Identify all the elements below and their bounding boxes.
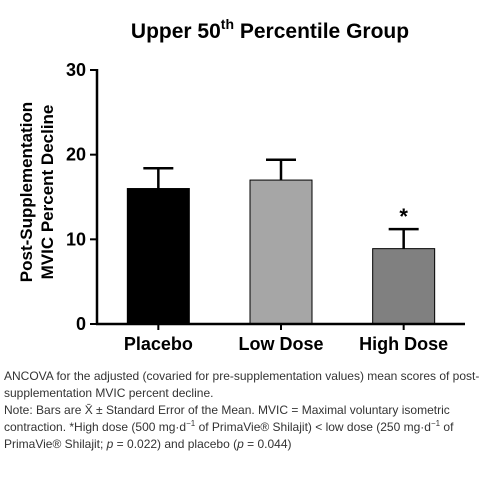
figure-caption: ANCOVA for the adjusted (covaried for pr… bbox=[4, 368, 488, 453]
x-tick-label-placebo: Placebo bbox=[124, 334, 193, 354]
caption-note-b: ± Standard Error of the Mean. MVIC = Max… bbox=[4, 403, 450, 434]
y-tick-label: 20 bbox=[66, 145, 86, 165]
caption-note: Note: Bars are X̄ ± Standard Error of th… bbox=[4, 402, 488, 453]
y-axis-label-line2: MVIC Percent Decline bbox=[38, 105, 57, 280]
y-axis-label-line1: Post-Supplementation bbox=[17, 102, 36, 282]
significance-marker: * bbox=[399, 204, 408, 229]
x-tick-label-high-dose: High Dose bbox=[359, 334, 448, 354]
bar-placebo bbox=[126, 188, 190, 325]
caption-exponent-1: −1 bbox=[186, 419, 196, 428]
bar-low-dose bbox=[249, 179, 313, 325]
caption-line1: ANCOVA for the adjusted (covaried for pr… bbox=[4, 369, 480, 400]
caption-p1-val: = 0.022) and placebo ( bbox=[113, 437, 238, 451]
caption-note-d: of PrimaVie® Shilajit; bbox=[4, 420, 454, 451]
bar-high-dose bbox=[372, 248, 436, 325]
caption-p2-var: p bbox=[237, 437, 244, 451]
y-tick-label: 0 bbox=[76, 314, 86, 334]
caption-p1-var: p bbox=[106, 437, 114, 451]
caption-note-c: of PrimaVie® Shilajit) < low dose (250 m… bbox=[195, 420, 431, 434]
bar-chart: Upper 50th Percentile Group Post-Supplem… bbox=[17, 16, 465, 354]
y-tick-label: 30 bbox=[66, 60, 86, 80]
y-axis-label: Post-Supplementation MVIC Percent Declin… bbox=[17, 102, 57, 282]
caption-note-a: Note: Bars are bbox=[4, 403, 85, 417]
caption-exponent-2: −1 bbox=[430, 419, 441, 428]
chart-title-suffix: Percentile Group bbox=[234, 20, 409, 43]
chart-title: Upper 50th Percentile Group bbox=[131, 16, 409, 43]
chart-title-superscript: th bbox=[221, 16, 234, 32]
caption-xbar: X̄ bbox=[84, 403, 93, 417]
chart-title-prefix: Upper 50 bbox=[131, 20, 221, 43]
x-tick-label-low-dose: Low Dose bbox=[238, 334, 323, 354]
y-tick-label: 10 bbox=[66, 229, 86, 249]
chart: Upper 50th Percentile Group Post-Supplem… bbox=[17, 16, 465, 354]
plot-area: Placebo Low Dose * High Dose 0 10 20 30 bbox=[66, 60, 465, 354]
caption-p2-val: = 0.044) bbox=[243, 437, 292, 451]
